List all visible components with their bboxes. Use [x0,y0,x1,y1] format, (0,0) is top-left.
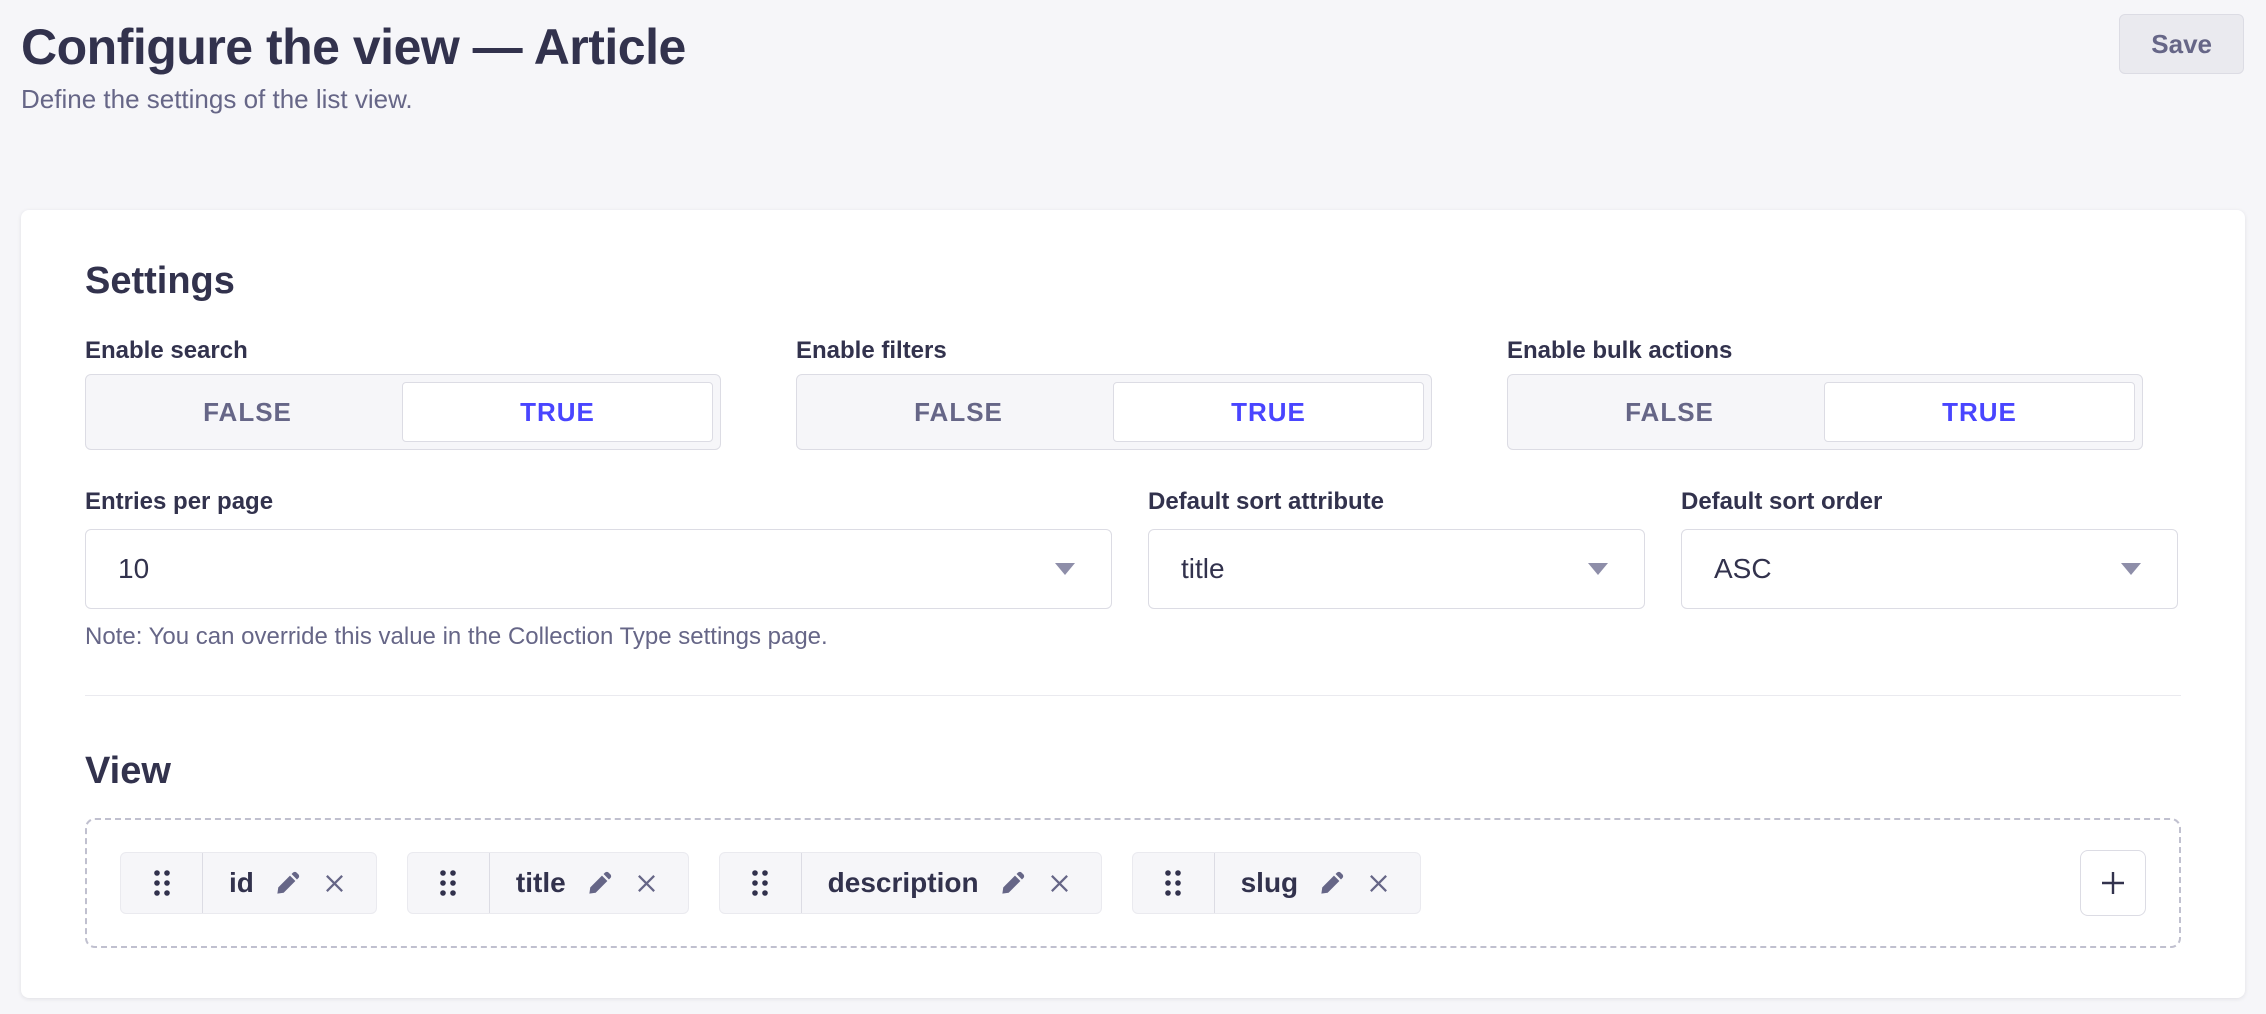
drag-handle[interactable] [720,853,802,913]
enable-search-false-option[interactable]: FALSE [93,382,402,442]
entries-per-page-label: Entries per page [85,488,274,515]
page-header-text: Configure the view — Article Define the … [21,18,686,114]
close-icon [1050,874,1068,892]
remove-field-button[interactable] [633,870,660,897]
enable-filters-false-option[interactable]: FALSE [804,382,1113,442]
entries-per-page-note: Note: You can override this value in the… [85,623,828,650]
remove-field-button[interactable] [1046,870,1073,897]
field-chip-description: description [718,852,1102,914]
displayed-fields-dropzone: id [85,818,2181,948]
enable-search-label: Enable search [85,337,248,364]
caret-down-icon [1055,563,1075,575]
enable-search-true-option[interactable]: TRUE [402,382,713,442]
field-chip-id: id [120,852,377,914]
caret-down-icon [2121,563,2141,575]
caret-down-icon [1588,563,1608,575]
enable-bulk-actions-true-option[interactable]: TRUE [1824,382,2135,442]
pencil-icon [1001,871,1024,894]
field-chip-label: slug [1240,867,1299,898]
enable-search-field: Enable search FALSE TRUE [85,337,721,450]
entries-per-page-select[interactable]: 10 [85,529,1112,609]
entries-per-page-value: 10 [118,553,150,584]
pencil-icon [589,871,611,894]
default-sort-order-label: Default sort order [1681,488,1883,515]
view-section-heading: View [85,750,171,792]
edit-field-button[interactable] [274,870,301,897]
page-title: Configure the view — Article [21,19,686,75]
toggle-row: Enable search FALSE TRUE Enable filters … [85,337,2181,450]
enable-bulk-actions-toggle: FALSE TRUE [1507,374,2143,450]
edit-field-button[interactable] [999,870,1026,897]
edit-field-button[interactable] [586,870,613,897]
close-icon [1370,874,1388,892]
enable-filters-toggle: FALSE TRUE [796,374,1432,450]
drag-dots-icon [1165,870,1181,896]
field-chip-label: title [515,867,566,898]
enable-bulk-actions-label: Enable bulk actions [1507,337,1733,364]
remove-field-button[interactable] [1365,870,1392,897]
section-divider [85,695,2181,696]
drag-handle[interactable] [121,853,203,913]
pencil-icon [277,871,300,894]
default-sort-attribute-value: title [1181,553,1225,584]
field-chip-label: id [229,867,254,898]
drag-handle[interactable] [1133,853,1215,913]
enable-bulk-actions-field: Enable bulk actions FALSE TRUE [1507,337,2143,450]
default-sort-order-select[interactable]: ASC [1681,529,2178,609]
enable-bulk-actions-false-option[interactable]: FALSE [1515,382,1824,442]
entries-per-page-field: Entries per page 10 Note: You can overri… [85,488,1112,651]
default-sort-attribute-select[interactable]: title [1148,529,1645,609]
drag-handle[interactable] [408,853,490,913]
field-chip-slug: slug [1131,852,1422,914]
save-button[interactable]: Save [2119,14,2244,74]
close-icon [325,874,343,892]
close-icon [637,874,655,892]
enable-filters-true-option[interactable]: TRUE [1113,382,1424,442]
enable-search-toggle: FALSE TRUE [85,374,721,450]
add-field-button[interactable] [2080,850,2146,916]
field-chip-title: title [406,852,689,914]
enable-filters-label: Enable filters [796,337,947,364]
page-header: Configure the view — Article Define the … [0,0,2266,114]
plus-icon [2102,872,2124,894]
page-subtitle: Define the settings of the list view. [21,84,413,114]
enable-filters-field: Enable filters FALSE TRUE [796,337,1432,450]
default-sort-order-field: Default sort order ASC [1681,488,2178,609]
drag-dots-icon [153,870,170,896]
remove-field-button[interactable] [321,870,348,897]
default-sort-attribute-field: Default sort attribute title [1148,488,1645,609]
drag-dots-icon [752,870,768,896]
default-sort-order-value: ASC [1714,553,1772,584]
default-sort-attribute-label: Default sort attribute [1148,488,1385,515]
edit-field-button[interactable] [1318,870,1345,897]
settings-card: Settings Enable search FALSE TRUE Enable… [21,210,2245,998]
select-row: Entries per page 10 Note: You can overri… [85,488,2181,651]
settings-section-heading: Settings [85,260,235,302]
field-chip-label: description [827,867,979,898]
drag-dots-icon [440,870,457,896]
pencil-icon [1321,871,1344,894]
